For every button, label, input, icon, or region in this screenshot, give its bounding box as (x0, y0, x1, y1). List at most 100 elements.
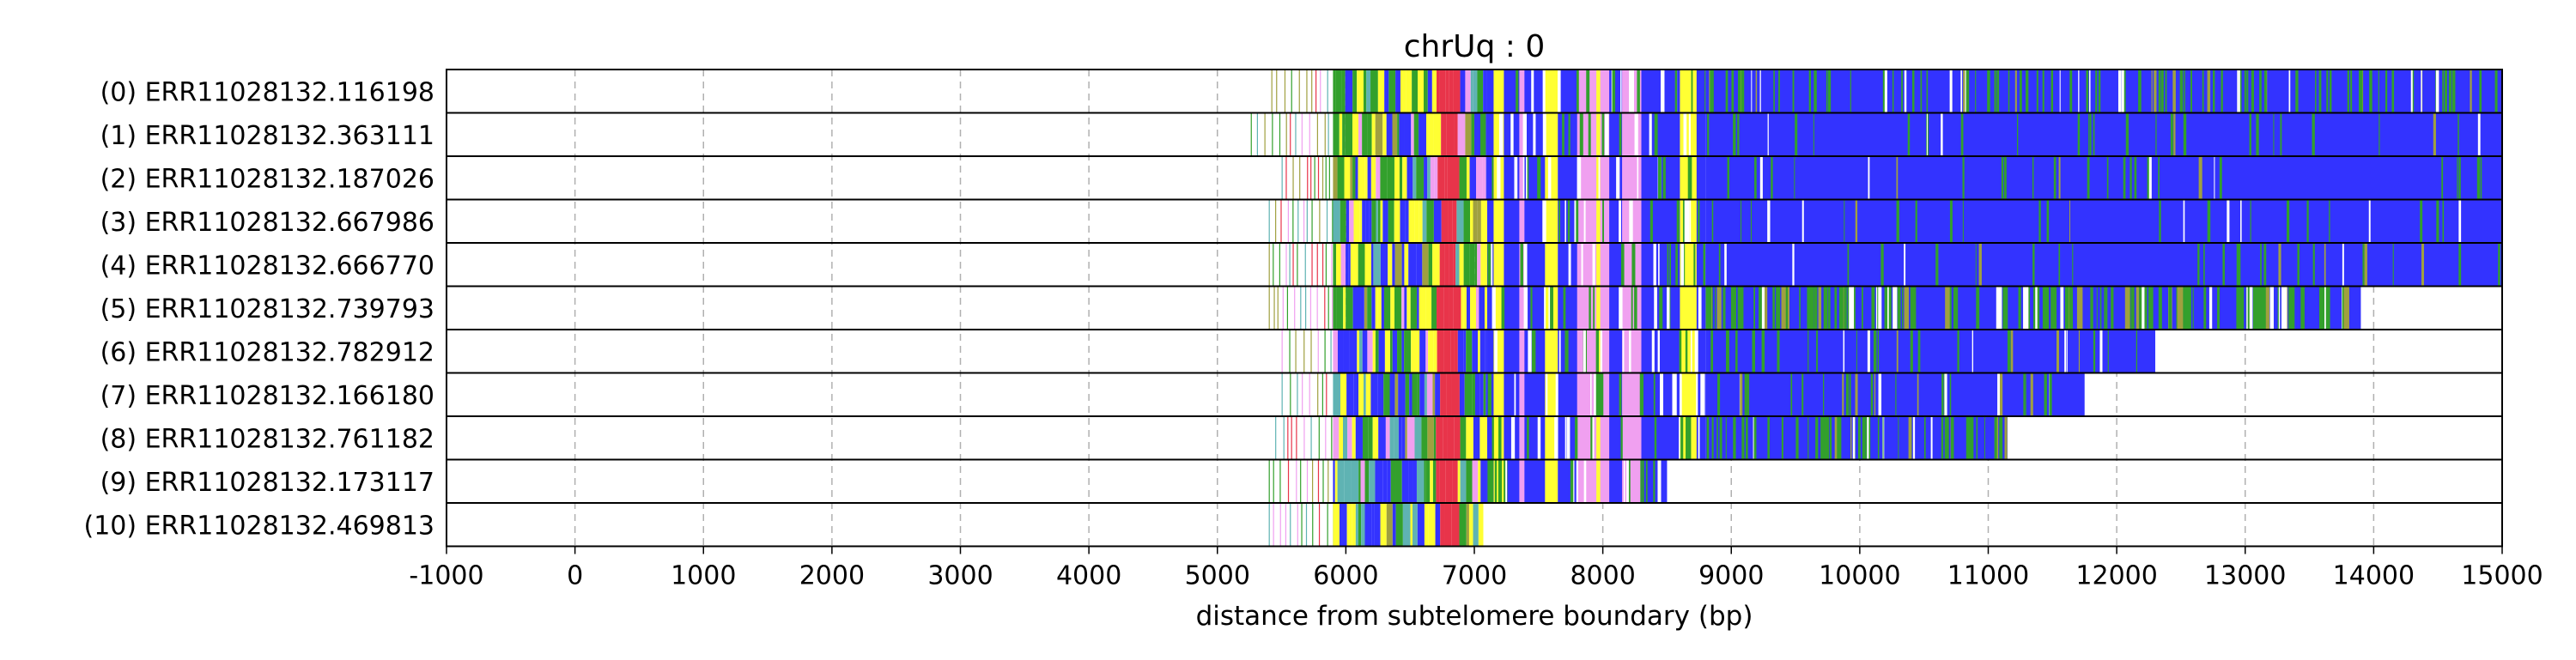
sequence-segment (1926, 70, 1929, 112)
sequence-segment (1466, 157, 1470, 199)
sequence-segment (2265, 287, 2269, 329)
sequence-segment (1305, 504, 1308, 546)
sequence-segment (2066, 330, 2068, 372)
sequence-segment (2248, 287, 2253, 329)
sequence-segment (1522, 157, 1525, 199)
sequence-segment (1331, 417, 1333, 459)
sequence-segment (1871, 287, 1875, 329)
sequence-segment (1452, 157, 1460, 199)
sequence-segment (2177, 287, 2184, 329)
sequence-segment (1622, 113, 1642, 155)
sequence-segment (1432, 460, 1437, 502)
sequence-segment (2090, 287, 2093, 329)
sequence-segment (1473, 200, 1478, 242)
sequence-segment (1406, 157, 1413, 199)
sequence-segment (1975, 244, 1977, 286)
sequence-segment (1949, 200, 1953, 242)
sequence-segment (1324, 330, 1326, 372)
sequence-segment (1454, 330, 1458, 372)
sequence-segment (1505, 460, 1508, 502)
sequence-segment (1409, 373, 1413, 415)
sequence-segment (1369, 200, 1372, 242)
sequence-segment (1659, 287, 1663, 329)
sequence-segment (1387, 460, 1391, 502)
sequence-segment (1446, 113, 1455, 155)
sequence-segment (1352, 157, 1356, 199)
sequence-segment (1474, 113, 1480, 155)
sequence-segment (1312, 504, 1314, 546)
sequence-segment (1994, 70, 1996, 112)
sequence-segment (1333, 287, 1337, 329)
sequence-segment (1449, 70, 1454, 112)
sequence-segment (2208, 287, 2213, 329)
sequence-segment (1333, 504, 1340, 546)
sequence-segment (2183, 200, 2185, 242)
sequence-segment (1321, 157, 1324, 199)
sequence-segment (1395, 504, 1403, 546)
sequence-segment (1291, 70, 1292, 112)
sequence-segment (1884, 287, 1891, 329)
sequence-segment (2139, 287, 2142, 329)
sequence-segment (1623, 460, 1625, 502)
sequence-segment (2320, 287, 2325, 329)
read-row: (4) ERR11028132.666770 (100, 242, 2503, 288)
sequence-segment (1332, 200, 1334, 242)
sequence-segment (1705, 244, 2502, 286)
sequence-segment (1392, 113, 1398, 155)
sequence-segment (1717, 373, 1721, 415)
sequence-segment (1445, 70, 1449, 112)
sequence-segment (1501, 287, 1505, 329)
sequence-segment (1602, 200, 1604, 242)
read-row: (0) ERR11028132.116198 (100, 69, 2503, 114)
read-label: (8) ERR11028132.761182 (100, 424, 434, 454)
sequence-segment (1447, 157, 1452, 199)
sequence-segment (1725, 417, 1727, 459)
sequence-segment (1941, 113, 1943, 155)
sequence-segment (1353, 373, 1358, 415)
sequence-segment (1799, 287, 1801, 329)
sequence-segment (1454, 417, 1461, 459)
sequence-segment (2129, 157, 2132, 199)
sequence-segment (2227, 200, 2230, 242)
sequence-segment (2435, 70, 2437, 112)
sequence-segment (1814, 287, 1818, 329)
sequence-segment (1398, 417, 1402, 459)
sequence-segment (1364, 287, 1368, 329)
sequence-segment (1827, 70, 1832, 112)
sequence-segment (1579, 113, 1583, 155)
read-row: (5) ERR11028132.739793 (100, 285, 2503, 330)
sequence-segment (1685, 330, 1688, 372)
sequence-segment (2319, 287, 2323, 329)
sequence-segment (1631, 287, 1633, 329)
sequence-segment (1465, 113, 1472, 155)
sequence-segment (1943, 373, 1945, 415)
sequence-segment (1519, 113, 1525, 155)
sequence-segment (1767, 113, 1769, 155)
sequence-segment (1679, 373, 1682, 415)
sequence-segment (1296, 460, 1297, 502)
sequence-segment (1256, 113, 1258, 155)
sequence-segment (1453, 70, 1461, 112)
sequence-segment (1364, 460, 1370, 502)
sequence-segment (1469, 244, 1475, 286)
sequence-segment (2412, 70, 2414, 112)
sequence-segment (1657, 330, 1660, 372)
sequence-segment (1526, 157, 1528, 199)
sequence-segment (1680, 330, 1697, 372)
sequence-segment (1350, 157, 1353, 199)
sequence-segment (1519, 200, 1525, 242)
sequence-segment (1333, 330, 1338, 372)
sequence-segment (1469, 157, 1476, 199)
sequence-segment (1960, 70, 1963, 112)
sequence-segment (1686, 417, 1690, 459)
sequence-segment (1951, 417, 1954, 459)
sequence-segment (2441, 157, 2444, 199)
sequence-segment (1572, 460, 1575, 502)
sequence-segment (1346, 244, 1349, 286)
sequence-segment (2023, 373, 2026, 415)
sequence-segment (1639, 373, 1644, 415)
sequence-segment (1380, 157, 1388, 199)
sequence-segment (1459, 373, 1465, 415)
sequence-segment (1316, 244, 1318, 286)
sequence-segment (1292, 244, 1294, 286)
